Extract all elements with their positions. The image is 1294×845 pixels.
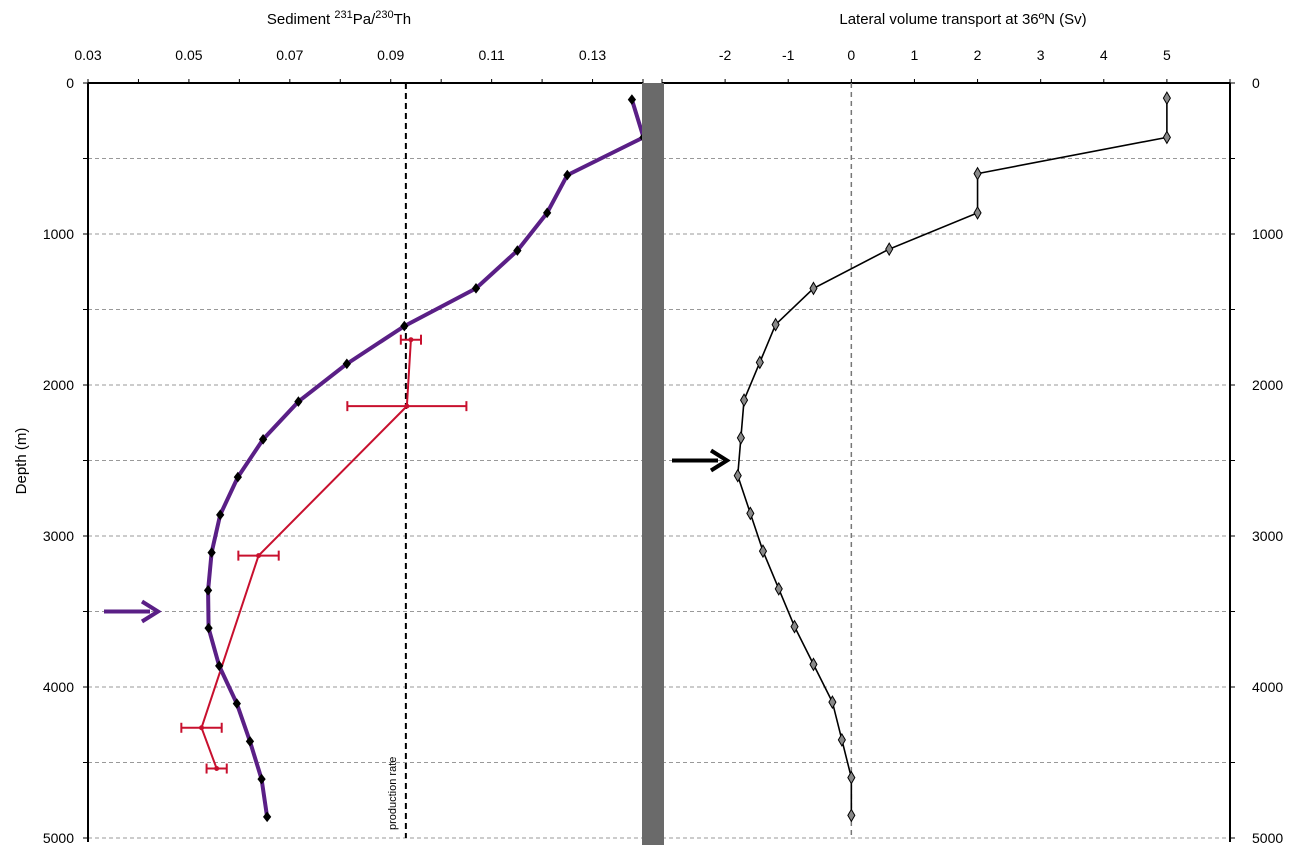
left-title-mid: Pa/ (353, 11, 376, 28)
y-tick-label: 0 (66, 75, 74, 91)
transport-point (885, 242, 894, 257)
model-point (215, 660, 224, 672)
x-tick-label: 0.11 (479, 47, 505, 63)
x-tick-label: 1 (911, 47, 919, 63)
transport-point (973, 205, 982, 220)
production-rate-label: production rate (387, 757, 399, 830)
y-axis-label: Depth (m) (13, 428, 30, 495)
model-point (513, 245, 522, 256)
model-point (400, 320, 409, 332)
y-tick-label: 2000 (43, 377, 74, 393)
measured-series-line (200, 339, 412, 769)
transport-point (1162, 130, 1171, 145)
x-tick-label: 3 (1037, 47, 1045, 63)
x-tick-label: 0 (847, 47, 855, 63)
black-arrow-head (709, 448, 731, 473)
y-tick-label: 1000 (1252, 226, 1283, 242)
transport-point (837, 732, 846, 747)
measured-point (404, 403, 410, 409)
x-tick-label: 0.09 (377, 47, 404, 63)
x-tick-label: 0.03 (74, 47, 101, 63)
left-panel: 0.03 0.05 0.07 0.09 0.11 0.13 0 1000 2000 3000 400… (43, 47, 648, 845)
transport-point (973, 166, 982, 181)
model-point (262, 811, 272, 823)
x-tick-label: 0.13 (579, 47, 606, 63)
y-tick-label: 4000 (43, 679, 74, 695)
left-chart-title: Sediment 231Pa/230Th (267, 9, 411, 28)
model-point (543, 207, 552, 219)
transport-point (758, 544, 768, 559)
left-title-sup2: 230 (375, 9, 393, 21)
transport-point (733, 468, 742, 483)
x-tick-label: -1 (782, 47, 795, 63)
model-point (563, 169, 572, 181)
x-tick-label: 4 (1100, 47, 1108, 63)
model-point (207, 547, 216, 558)
transport-point (809, 281, 818, 296)
x-tick-label: 5 (1163, 47, 1171, 63)
model-point (203, 585, 213, 596)
model-point (204, 622, 213, 634)
y-tick-label: 4000 (1252, 679, 1283, 695)
transport-point (774, 581, 783, 596)
measured-point (408, 337, 414, 343)
x-tick-label: -2 (719, 47, 732, 63)
model-series-line (206, 99, 646, 818)
left-title-prefix: Sediment (267, 11, 335, 28)
y-tick-label: 3000 (1252, 528, 1283, 544)
left-title-suffix: Th (394, 11, 412, 28)
transport-point (809, 657, 818, 672)
transport-point (847, 770, 856, 785)
model-point (233, 471, 242, 483)
right-chart-title: Lateral volume transport at 36ºN (Sv) (839, 11, 1086, 28)
measured-point (256, 553, 262, 559)
y-tick-label: 3000 (43, 528, 74, 544)
transport-point (1162, 91, 1171, 106)
model-point (216, 509, 225, 521)
y-tick-label: 5000 (1252, 830, 1283, 845)
x-tick-label: 0.05 (175, 47, 202, 63)
model-point (294, 396, 303, 407)
model-point (471, 283, 481, 294)
transport-point (828, 695, 837, 710)
measured-point (214, 766, 220, 772)
transport-point (847, 808, 856, 823)
transport-point (736, 430, 745, 445)
transport-point (755, 355, 764, 370)
transport-point (790, 619, 799, 634)
x-tick-label: 0.07 (276, 47, 303, 63)
model-point (258, 434, 268, 445)
purple-arrow-head (140, 599, 162, 624)
transport-series-line (736, 98, 1168, 816)
y-tick-label: 5000 (43, 830, 74, 845)
transport-point (746, 506, 755, 521)
x-tick-label: 2 (974, 47, 982, 63)
measured-point (199, 725, 205, 731)
transport-point (771, 317, 780, 332)
model-point (627, 94, 637, 105)
y-tick-label: 2000 (1252, 377, 1283, 393)
model-point (257, 773, 266, 785)
model-point (245, 736, 255, 747)
left-title-sup1: 231 (334, 9, 352, 21)
y-tick-label: 0 (1252, 75, 1260, 91)
y-tick-label: 1000 (43, 226, 74, 242)
transport-point (739, 393, 749, 408)
model-point (232, 698, 241, 709)
model-point (342, 358, 351, 370)
panel-divider (642, 83, 664, 845)
right-panel: -2 -1 0 1 2 3 4 5 0 1000 2000 3000 4000 5000 (661, 47, 1283, 845)
